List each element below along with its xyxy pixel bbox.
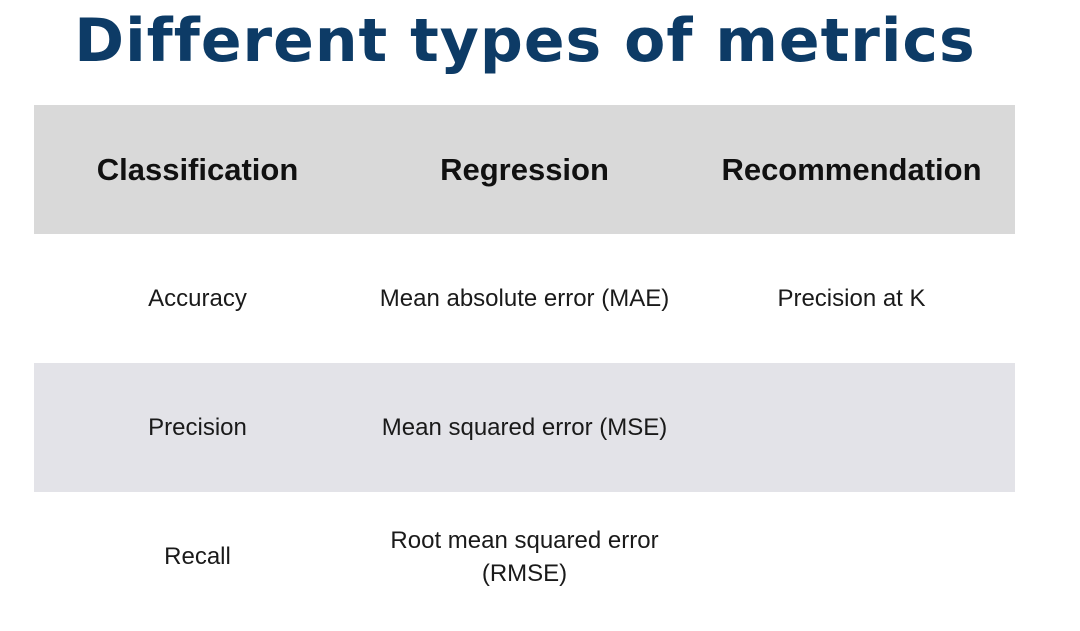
- header-row: Classification Regression Recommendation: [34, 105, 1015, 234]
- table-cell: [688, 492, 1015, 621]
- cell-text: Mean squared error (MSE): [381, 414, 668, 441]
- table-cell: [688, 363, 1015, 492]
- table-row: Recall Root mean squared error (RMSE): [34, 492, 1015, 621]
- cell-text: Accuracy: [148, 285, 247, 312]
- column-header-classification: Classification: [34, 105, 361, 234]
- cell-text: Precision: [148, 414, 247, 441]
- table-cell: Root mean squared error (RMSE): [361, 492, 688, 621]
- metrics-table: Classification Regression Recommendation…: [34, 105, 1015, 621]
- slide-title: Different types of metrics: [74, 6, 976, 76]
- table-row: Precision Mean squared error (MSE): [34, 363, 1015, 492]
- table-row: Accuracy Mean absolute error (MAE) Preci…: [34, 234, 1015, 363]
- cell-text: Root mean squared error (RMSE): [390, 526, 659, 587]
- table-cell: Mean squared error (MSE): [361, 363, 688, 492]
- cell-text: Mean absolute error (MAE): [379, 285, 670, 312]
- table-cell: Precision: [34, 363, 361, 492]
- cell-text: Precision at K: [777, 285, 926, 312]
- column-header-regression: Regression: [361, 105, 688, 234]
- table-cell: Precision at K: [688, 234, 1015, 363]
- cell-text: Recall: [164, 543, 231, 570]
- column-header-recommendation: Recommendation: [688, 105, 1015, 234]
- table-cell: Recall: [34, 492, 361, 621]
- table-cell: Mean absolute error (MAE): [361, 234, 688, 363]
- table-cell: Accuracy: [34, 234, 361, 363]
